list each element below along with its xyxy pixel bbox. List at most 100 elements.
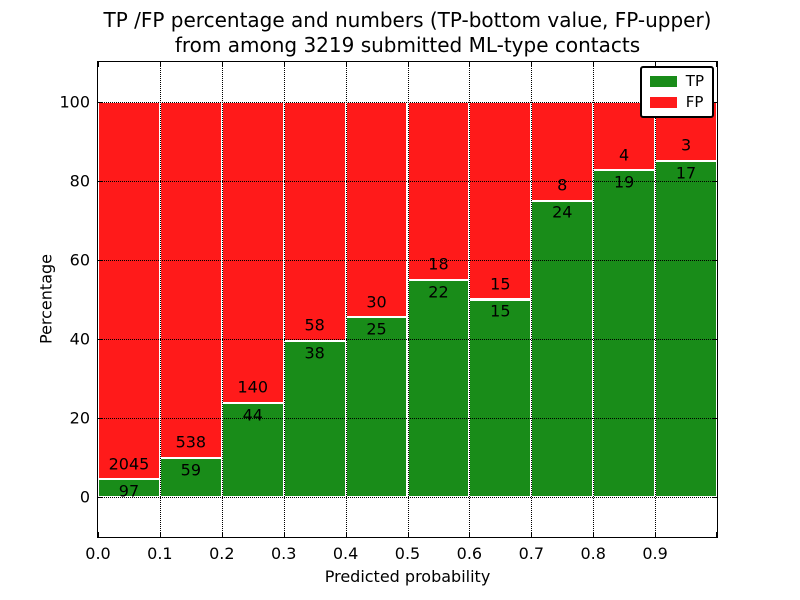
chart-title: TP /FP percentage and numbers (TP-bottom… bbox=[97, 8, 718, 58]
x-tick bbox=[469, 62, 471, 67]
y-gridline bbox=[98, 418, 717, 420]
y-tick bbox=[712, 259, 717, 261]
x-gridline bbox=[283, 62, 285, 537]
y-tick bbox=[98, 180, 103, 182]
fp-bar-segment-1 bbox=[159, 101, 222, 459]
fp-count-label-6: 15 bbox=[490, 274, 511, 294]
fp-bar-segment-5 bbox=[407, 101, 470, 280]
y-tick-label: 60 bbox=[69, 250, 90, 270]
tp-count-label-3: 38 bbox=[304, 343, 325, 363]
x-tick bbox=[98, 532, 99, 537]
fp-count-label-2: 140 bbox=[237, 377, 269, 397]
y-tick bbox=[712, 180, 717, 182]
legend-swatch-fp bbox=[649, 97, 677, 108]
legend-label-fp: FP bbox=[685, 93, 704, 111]
y-tick-label: 100 bbox=[59, 92, 90, 112]
legend-label-tp: TP bbox=[685, 72, 704, 90]
y-tick bbox=[98, 259, 103, 261]
y-tick bbox=[712, 497, 717, 499]
y-tick-label: 40 bbox=[69, 329, 90, 349]
x-tick bbox=[531, 62, 533, 67]
x-tick bbox=[221, 62, 223, 67]
x-gridline bbox=[531, 62, 533, 537]
x-gridline bbox=[159, 62, 161, 537]
tp-count-label-5: 22 bbox=[428, 282, 449, 302]
tp-bar-segment-4 bbox=[345, 317, 408, 498]
x-axis-label: Predicted probability bbox=[324, 567, 491, 586]
y-tick-label: 20 bbox=[69, 408, 90, 428]
tp-count-label-8: 19 bbox=[613, 172, 635, 192]
x-gridline bbox=[655, 62, 657, 537]
x-tick-label: 0.7 bbox=[518, 544, 545, 563]
x-tick bbox=[716, 532, 717, 537]
fp-count-label-7: 8 bbox=[557, 175, 568, 195]
x-tick bbox=[159, 62, 161, 67]
y-gridline bbox=[98, 339, 717, 341]
y-tick bbox=[98, 339, 103, 341]
x-tick bbox=[655, 532, 657, 537]
y-tick bbox=[98, 497, 103, 499]
x-tick-label: 0.2 bbox=[209, 544, 235, 563]
x-tick-label: 0.8 bbox=[580, 544, 606, 563]
x-tick bbox=[593, 532, 595, 537]
y-tick bbox=[712, 101, 717, 103]
x-tick bbox=[283, 532, 285, 537]
x-tick bbox=[283, 62, 285, 67]
x-tick bbox=[345, 62, 347, 67]
tp-bar-segment-7 bbox=[531, 200, 594, 498]
x-tick bbox=[655, 62, 657, 67]
tp-count-label-0: 97 bbox=[118, 481, 140, 501]
fp-count-label-4: 30 bbox=[366, 292, 387, 312]
fp-bar-segment-0 bbox=[98, 101, 160, 480]
x-tick bbox=[345, 532, 347, 537]
y-tick bbox=[98, 101, 103, 103]
x-tick-label: 0.3 bbox=[270, 544, 297, 563]
y-gridline bbox=[98, 259, 717, 261]
fp-count-label-3: 58 bbox=[304, 315, 325, 335]
fp-count-label-1: 538 bbox=[175, 432, 207, 452]
tp-bar-segment-0 bbox=[98, 479, 160, 498]
x-tick bbox=[407, 532, 409, 537]
x-tick bbox=[593, 62, 595, 67]
fp-bar-segment-3 bbox=[283, 101, 346, 341]
fp-count-label-0: 2045 bbox=[108, 454, 150, 474]
y-tick bbox=[712, 418, 717, 420]
fp-count-label-5: 18 bbox=[428, 254, 449, 274]
y-tick-label: 0 bbox=[79, 487, 90, 507]
x-tick-label: 0.1 bbox=[147, 544, 173, 563]
y-tick-label: 80 bbox=[69, 171, 90, 191]
x-tick-label: 0.5 bbox=[394, 544, 421, 563]
legend-row-tp: TP bbox=[649, 72, 704, 90]
x-tick-label: 0.4 bbox=[332, 544, 359, 563]
fp-count-label-9: 3 bbox=[680, 135, 692, 155]
tp-bar-segment-9 bbox=[655, 160, 717, 498]
x-gridline bbox=[593, 62, 595, 537]
tp-bar-segment-8 bbox=[593, 170, 656, 498]
chart-title-line1: TP /FP percentage and numbers (TP-bottom… bbox=[103, 8, 712, 32]
legend-row-fp: FP bbox=[649, 93, 704, 111]
x-tick bbox=[469, 532, 471, 537]
x-tick bbox=[98, 62, 99, 67]
tp-count-label-1: 59 bbox=[180, 460, 202, 480]
tp-count-label-6: 15 bbox=[490, 301, 511, 321]
tp-count-label-7: 24 bbox=[552, 202, 573, 222]
y-gridline bbox=[98, 101, 717, 103]
fp-bar-segment-4 bbox=[345, 101, 408, 318]
x-tick bbox=[159, 532, 161, 537]
x-tick bbox=[716, 62, 717, 67]
plot-area: TP FP 2045 97 538 59 140 44 58 38 30 25 18 22 15 15 8 24… bbox=[97, 61, 718, 538]
x-tick-label: 0.9 bbox=[642, 544, 668, 563]
tp-bar-segment-1 bbox=[159, 458, 222, 498]
x-tick-label: 0.6 bbox=[456, 544, 483, 563]
tp-count-label-2: 44 bbox=[242, 405, 263, 425]
x-tick-label: 0.0 bbox=[85, 544, 111, 563]
x-gridline bbox=[407, 62, 409, 537]
tp-count-label-9: 17 bbox=[675, 163, 697, 183]
x-tick bbox=[221, 532, 223, 537]
x-tick bbox=[407, 62, 409, 67]
y-tick bbox=[712, 339, 717, 341]
x-gridline bbox=[345, 62, 347, 537]
y-tick bbox=[98, 418, 103, 420]
y-gridline bbox=[98, 180, 717, 182]
